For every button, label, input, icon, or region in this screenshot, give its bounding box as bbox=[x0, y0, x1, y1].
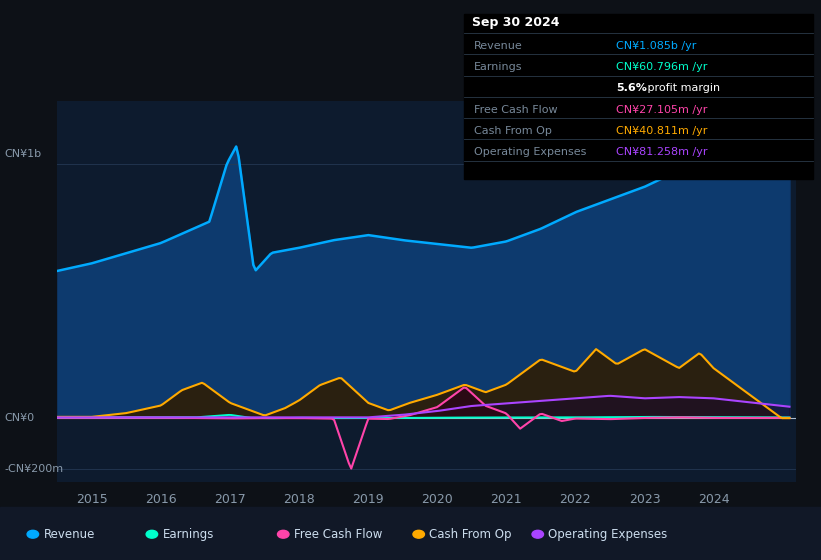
Text: 5.6%: 5.6% bbox=[616, 83, 647, 94]
Text: -CN¥200m: -CN¥200m bbox=[4, 464, 63, 474]
Text: Cash From Op: Cash From Op bbox=[429, 528, 511, 541]
Text: CN¥81.258m /yr: CN¥81.258m /yr bbox=[616, 147, 707, 157]
Text: CN¥1.085b /yr: CN¥1.085b /yr bbox=[616, 41, 696, 51]
Text: Free Cash Flow: Free Cash Flow bbox=[474, 105, 557, 115]
Text: profit margin: profit margin bbox=[644, 83, 720, 94]
Text: Cash From Op: Cash From Op bbox=[474, 126, 552, 136]
Text: Revenue: Revenue bbox=[44, 528, 95, 541]
Text: Revenue: Revenue bbox=[474, 41, 522, 51]
Text: CN¥60.796m /yr: CN¥60.796m /yr bbox=[616, 62, 707, 72]
Text: Free Cash Flow: Free Cash Flow bbox=[294, 528, 383, 541]
Text: Sep 30 2024: Sep 30 2024 bbox=[472, 16, 560, 29]
Text: Operating Expenses: Operating Expenses bbox=[548, 528, 667, 541]
Text: Earnings: Earnings bbox=[163, 528, 214, 541]
Text: Earnings: Earnings bbox=[474, 62, 522, 72]
Text: CN¥40.811m /yr: CN¥40.811m /yr bbox=[616, 126, 707, 136]
Text: Operating Expenses: Operating Expenses bbox=[474, 147, 586, 157]
Text: CN¥1b: CN¥1b bbox=[4, 148, 41, 158]
Text: CN¥27.105m /yr: CN¥27.105m /yr bbox=[616, 105, 707, 115]
Text: CN¥0: CN¥0 bbox=[4, 413, 34, 423]
